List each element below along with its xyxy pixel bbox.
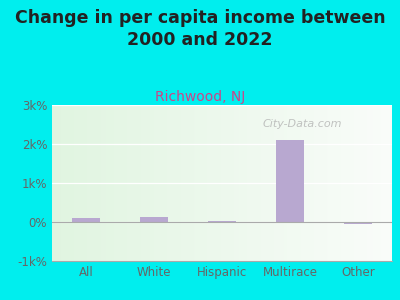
Bar — [344, 222, 372, 224]
Text: Change in per capita income between
2000 and 2022: Change in per capita income between 2000… — [15, 9, 385, 49]
Bar — [276, 140, 304, 222]
Bar — [208, 221, 236, 222]
Text: Richwood, NJ: Richwood, NJ — [155, 90, 245, 104]
Bar — [72, 218, 100, 222]
Bar — [140, 217, 168, 222]
Text: City-Data.com: City-Data.com — [263, 119, 342, 129]
